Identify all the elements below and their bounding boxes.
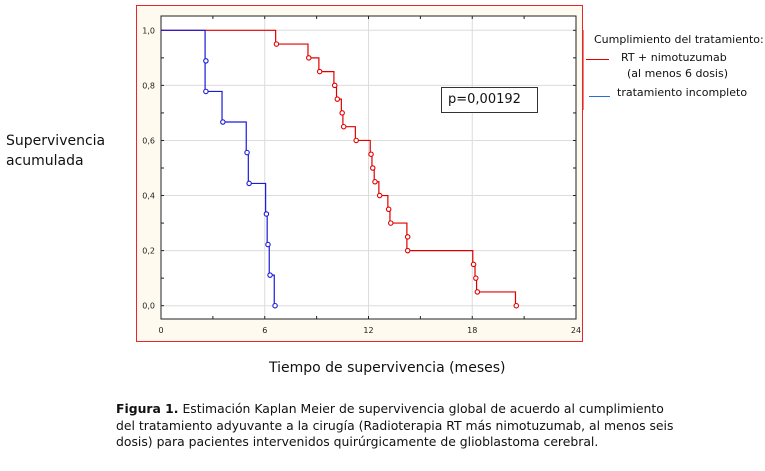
km-event-marker [473, 275, 479, 281]
ticks [160, 16, 577, 319]
km-event-marker [372, 179, 378, 185]
x-tick-label: 18 [467, 326, 477, 335]
legend-item-rt-nimotuzumab-sub: (al menos 6 dosis) [627, 67, 729, 80]
km-event-marker [370, 165, 376, 171]
km-event-marker [306, 55, 312, 61]
y-axis-label-line1: Supervivencia [6, 133, 106, 149]
caption-label: Figura 1. [116, 401, 179, 416]
legend-item-rt-nimotuzumab: RT + nimotuzumab [621, 51, 727, 64]
x-tick-label: 12 [363, 326, 373, 335]
km-step-line [161, 29, 517, 306]
km-event-marker [339, 110, 345, 116]
km-event-marker [385, 206, 392, 213]
x-axis-label: Tiempo de supervivencia (meses) [269, 360, 506, 376]
legend-title: Cumplimiento del tratamiento: [594, 33, 764, 46]
gridlines [161, 16, 576, 319]
km-event-marker [244, 149, 250, 156]
legend: Cumplimiento del tratamiento: RT + nimot… [583, 30, 765, 110]
legend-swatch-incompleto [589, 96, 610, 97]
series-rt-nimotuzumab [161, 29, 520, 309]
km-event-marker [353, 137, 359, 144]
legend-swatch-rt-nimotuzumab [586, 59, 609, 60]
km-event-marker [404, 234, 411, 240]
km-event-marker [220, 119, 226, 125]
caption-text: Estimación Kaplan Meier de supervivencia… [116, 401, 674, 449]
km-event-marker [246, 180, 252, 187]
km-event-marker [273, 41, 280, 47]
p-value-box: p=0,00192 [441, 87, 538, 113]
y-axis-label-line2: acumulada [6, 153, 84, 169]
km-event-marker [470, 261, 477, 268]
y-axis-label: Supervivencia acumulada [6, 131, 105, 171]
legend-divider [583, 30, 584, 110]
legend-item-incompleto: tratamiento incompleto [617, 86, 748, 99]
y-tick-label: 0,2 [142, 247, 155, 256]
x-tick-label: 24 [571, 326, 581, 335]
y-tick-label: 1,0 [142, 26, 155, 35]
series [161, 29, 520, 309]
km-event-marker [340, 123, 347, 130]
y-tick-label: 0,4 [142, 192, 155, 201]
y-tick-label: 0,8 [142, 81, 155, 90]
km-event-marker [316, 68, 323, 75]
km-event-marker [331, 82, 338, 89]
y-tick-label: 0,6 [142, 136, 155, 145]
x-tick-label: 0 [158, 326, 163, 335]
km-chart: 0,0 0,2 0,4 0,6 0,8 1,0 0 6 12 18 24 [142, 15, 581, 335]
km-event-marker [376, 192, 383, 199]
km-event-marker [334, 96, 341, 102]
figure-caption: Figura 1. Estimación Kaplan Meier de sup… [116, 401, 676, 451]
x-tick-label: 6 [262, 326, 267, 335]
km-event-marker [387, 220, 394, 226]
km-event-marker [474, 289, 481, 295]
km-event-marker [404, 247, 411, 254]
km-event-marker [203, 88, 209, 95]
x-tick-labels: 0 6 12 18 24 [158, 326, 581, 335]
series-tratamiento-incompleto [161, 29, 278, 309]
km-event-marker [203, 58, 209, 64]
km-event-marker [263, 211, 270, 217]
km-event-marker [267, 272, 273, 278]
km-step-line [161, 29, 275, 306]
km-event-marker [265, 241, 271, 248]
km-event-marker [513, 302, 520, 309]
km-event-marker [368, 151, 374, 157]
km-event-marker [272, 302, 278, 309]
y-tick-labels: 0,0 0,2 0,4 0,6 0,8 1,0 [142, 26, 155, 310]
y-tick-label: 0,0 [142, 302, 155, 311]
